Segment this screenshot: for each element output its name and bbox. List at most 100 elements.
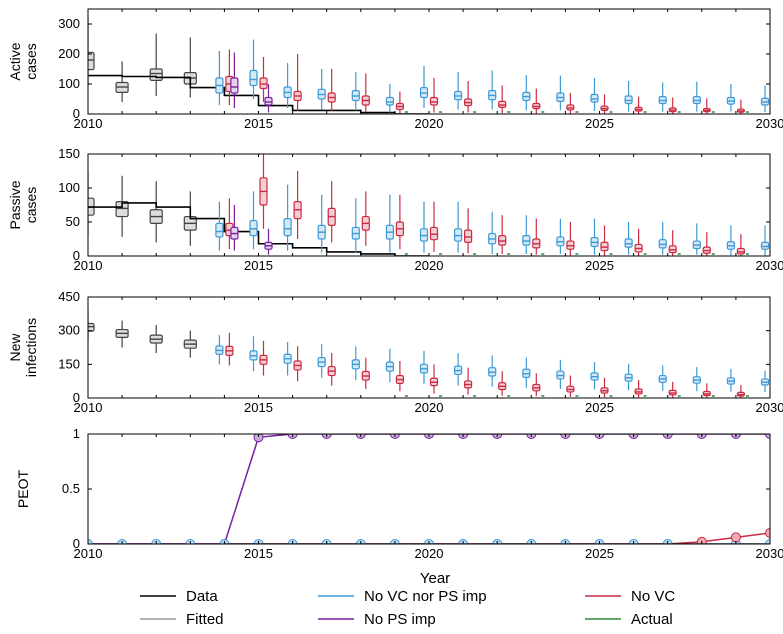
projection-box: [385, 84, 394, 113]
y-tick-label: 450: [58, 289, 80, 304]
projection-box: [624, 81, 633, 112]
plot-area: [88, 154, 779, 256]
projection-box: [556, 218, 565, 254]
projection-box: [429, 364, 439, 394]
box-iqr: [88, 51, 95, 71]
projection-box: [624, 363, 633, 391]
projection-box: [317, 194, 326, 253]
series-marker: [253, 434, 264, 443]
projection-box: [736, 384, 746, 398]
projection-box: [658, 222, 667, 255]
projection-box: [532, 88, 541, 114]
projection-box: [522, 215, 531, 254]
projection-box: [259, 57, 268, 102]
series-marker: [730, 532, 741, 543]
series-no-ps-imp: [230, 205, 273, 255]
projection-box: [658, 82, 667, 112]
projection-box: [293, 171, 302, 239]
projection-box: [702, 383, 711, 398]
fitted-box: [115, 320, 129, 348]
projection-box: [293, 54, 302, 111]
projection-box: [692, 367, 701, 392]
projection-box: [385, 348, 394, 383]
projection-box: [522, 75, 531, 111]
y-tick-label: 0: [73, 106, 80, 121]
box-iqr: [264, 96, 273, 106]
legend-label: Actual: [631, 611, 673, 628]
box-iqr: [215, 222, 224, 238]
projection-box: [395, 91, 404, 114]
projection-box: [419, 201, 429, 253]
plot-area: [88, 310, 770, 398]
projection-box: [454, 201, 463, 253]
fitted-box: [183, 37, 197, 98]
box-iqr: [149, 68, 163, 81]
fitted-box: [115, 61, 129, 102]
projection-box: [429, 78, 439, 113]
projection-box: [454, 72, 463, 110]
projection-box: [249, 39, 258, 99]
x-tick-label: 2030: [756, 258, 783, 273]
series-marker: [88, 539, 93, 544]
series-no-vc-nor-ps-imp: [215, 184, 770, 256]
projection-box: [600, 225, 609, 256]
projection-box: [249, 191, 258, 250]
projection-box: [230, 205, 239, 251]
legend-label: No VC nor PS imp: [364, 588, 487, 605]
panel-1: 0 100 200 300 2010 2015 2020 2025 2030 Active case…: [7, 8, 783, 131]
y-tick-label: 100: [58, 180, 80, 195]
y-tick-label: 50: [66, 214, 80, 229]
projection-box: [566, 93, 575, 114]
projection-box: [464, 208, 473, 254]
projection-box: [772, 236, 779, 256]
box-iqr: [385, 96, 394, 106]
box-iqr: [259, 77, 268, 90]
projection-box: [498, 85, 507, 114]
y-tick-label: 0.5: [62, 481, 80, 496]
projection-box: [488, 211, 497, 254]
projection-box: [634, 228, 643, 256]
projection-box: [600, 94, 609, 114]
y-tick-label: 0: [73, 390, 80, 405]
legend-label: Data: [186, 588, 218, 605]
fitted-box: [183, 330, 197, 358]
projection-box: [264, 228, 273, 255]
projection-box: [327, 181, 336, 243]
box-iqr: [429, 96, 439, 106]
series-line: [88, 434, 770, 544]
series-no-vc: [225, 49, 746, 114]
projection-box: [395, 360, 404, 392]
box-iqr: [624, 95, 633, 105]
projection-box: [726, 225, 736, 256]
projection-box: [327, 353, 336, 386]
fitted-box: [88, 310, 95, 342]
panel-2: 0 50 100 150 2010 2015 2020 2025 2030 Passive case…: [7, 146, 783, 273]
projection-box: [590, 218, 599, 255]
projection-box: [351, 198, 360, 253]
fitted-box: [149, 181, 163, 243]
projection-box: [249, 336, 258, 372]
y-axis-label: cases: [23, 43, 39, 80]
box-iqr: [772, 249, 779, 254]
projection-box: [351, 72, 360, 111]
x-axis-title: Year: [420, 570, 450, 587]
projection-box: [566, 375, 575, 397]
projection-box: [634, 380, 643, 398]
legend-item: Actual: [585, 611, 673, 628]
series-no-vc-nor-ps-imp: [215, 39, 770, 113]
projection-box: [668, 381, 677, 398]
x-tick-label: 2020: [415, 400, 444, 415]
projection-box: [361, 191, 370, 246]
projection-box: [668, 230, 677, 256]
plot-area: [88, 17, 770, 114]
projection-box: [556, 75, 565, 111]
box-iqr: [230, 77, 239, 94]
projection-box: [692, 81, 701, 112]
y-axis-label: infections: [23, 318, 39, 377]
box-iqr: [283, 218, 292, 237]
projection-box: [215, 201, 224, 251]
y-tick-label: 150: [58, 356, 80, 371]
projection-box: [692, 223, 701, 255]
